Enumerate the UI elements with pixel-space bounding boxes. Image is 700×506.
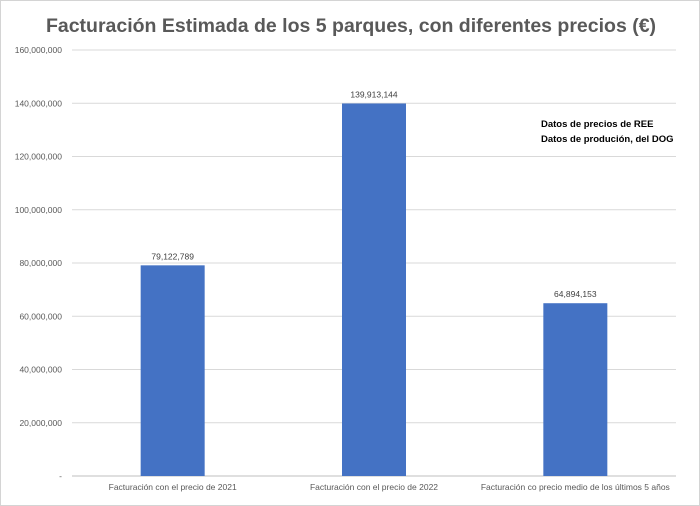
y-tick-label: 160,000,000 — [15, 45, 63, 55]
chart-annotations: Datos de precios de REE Datos de produci… — [541, 117, 673, 147]
x-tick-label: Facturación con el precio de 2022 — [310, 482, 438, 492]
y-tick-label: 140,000,000 — [15, 98, 63, 108]
y-tick-label: 20,000,000 — [19, 418, 62, 428]
y-tick-label: 120,000,000 — [15, 152, 63, 162]
annotation-production-source: Datos de produción, del DOG — [541, 134, 674, 145]
y-tick-label: 60,000,000 — [19, 311, 62, 321]
bar — [140, 265, 205, 476]
y-tick-label: 80,000,000 — [19, 258, 62, 268]
data-label: 79,122,789 — [151, 251, 194, 261]
bar — [543, 303, 608, 476]
chart-title: Facturación Estimada de los 5 parques, c… — [45, 15, 657, 37]
annotation-price-source: Datos de precios de REE — [541, 119, 654, 130]
y-tick-label: - — [59, 471, 62, 481]
y-tick-label: 100,000,000 — [15, 205, 63, 215]
data-label: 139,913,144 — [350, 89, 398, 99]
x-tick-label: Facturación co precio medio de los últim… — [481, 482, 670, 492]
data-label: 64,894,153 — [554, 289, 597, 299]
bar — [342, 103, 406, 476]
x-tick-label: Facturación con el precio de 2021 — [109, 482, 237, 492]
y-tick-label: 40,000,000 — [19, 365, 62, 375]
